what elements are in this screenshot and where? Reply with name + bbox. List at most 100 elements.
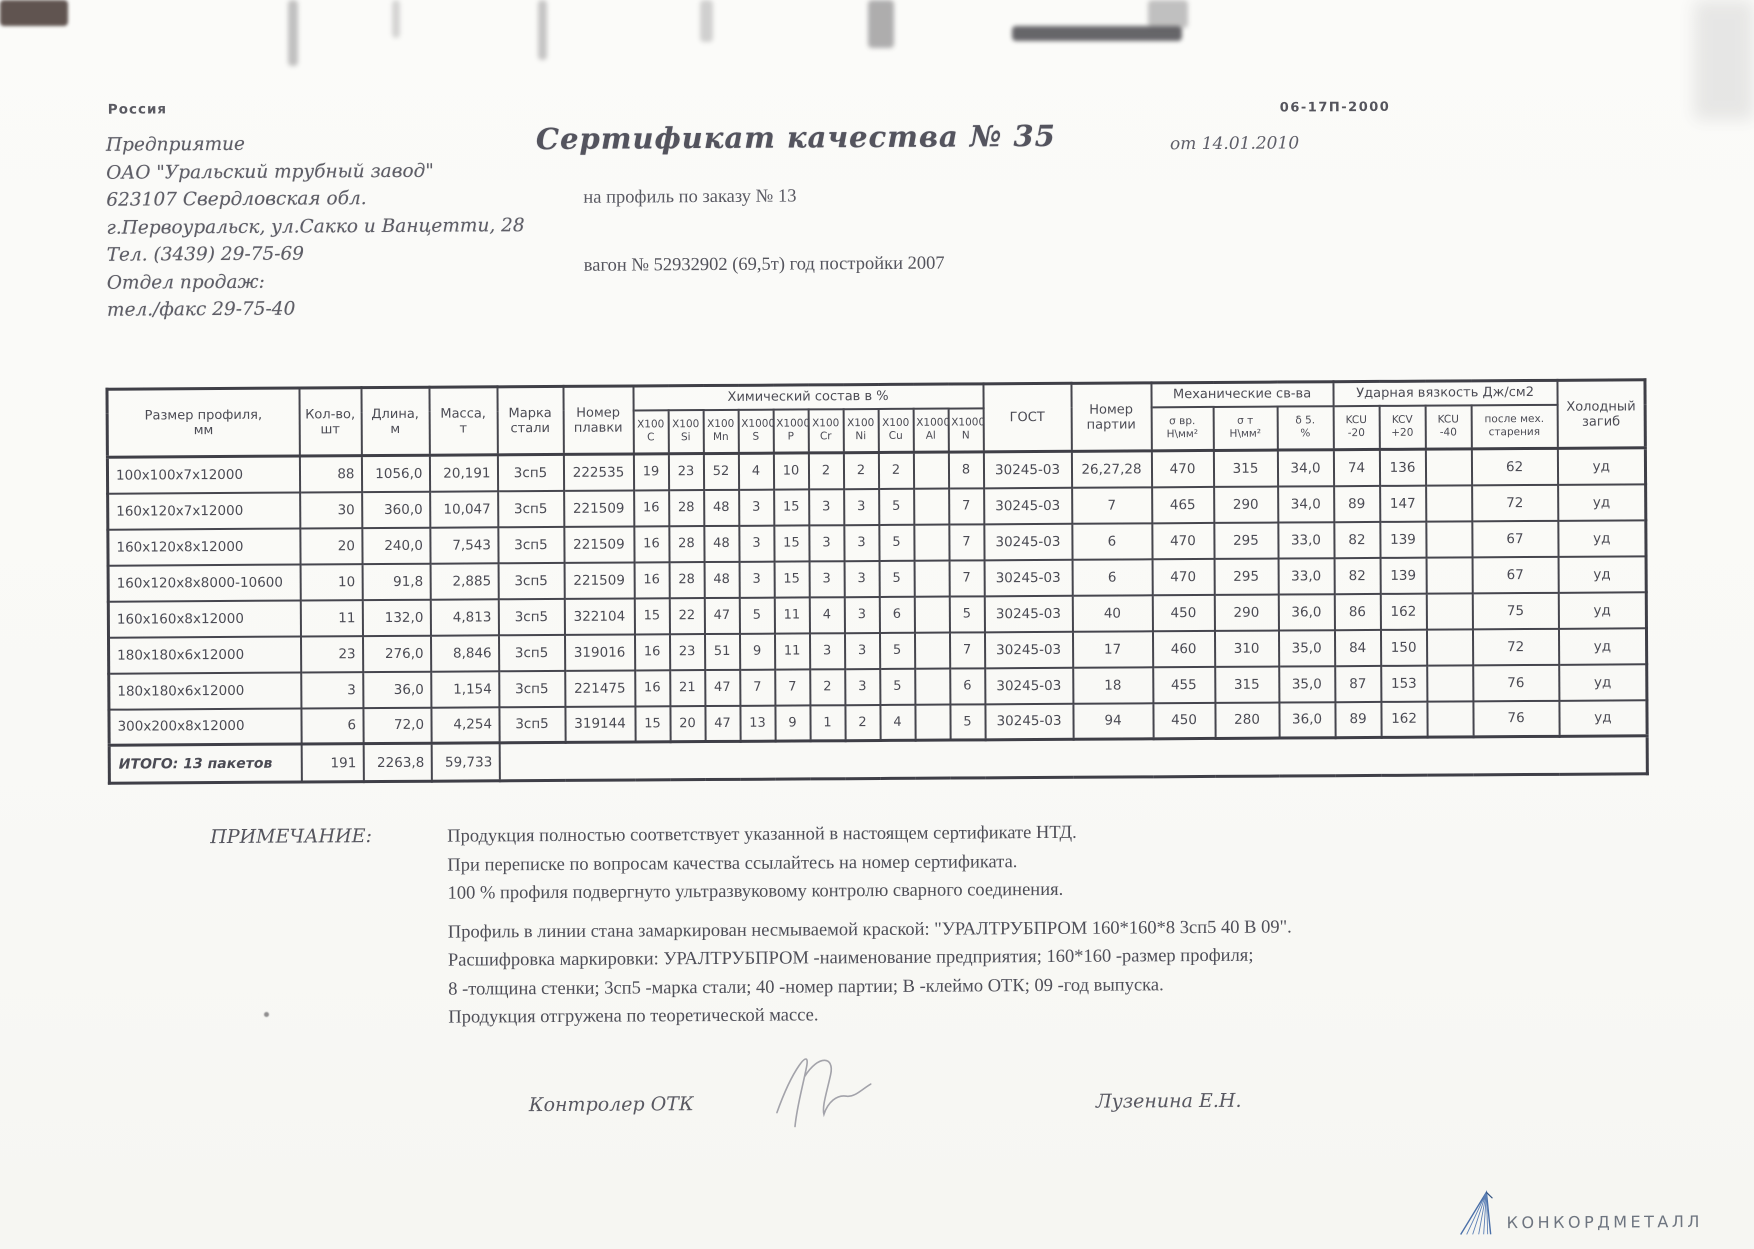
table-cell: 3сп5 (498, 670, 565, 707)
table-cell: 35,0 (1278, 665, 1335, 703)
col-header-grade: Марка стали (496, 386, 564, 455)
table-cell: 23 (300, 635, 363, 673)
letterhead-line: 623107 Свердловская обл. (106, 188, 367, 211)
table-cell: 75 (1472, 592, 1559, 629)
mech-subheader: σ т Н\мм² (1213, 406, 1278, 451)
impact-subheader: KCU -40 (1425, 404, 1472, 450)
table-cell: 21 (669, 669, 705, 706)
table-cell: уд (1557, 483, 1646, 521)
table-cell: уд (1558, 591, 1647, 629)
table-cell (1426, 700, 1474, 738)
table-cell: 16 (634, 561, 670, 598)
col-header-mass: Масса, т (428, 386, 498, 456)
table-cell: 30245-03 (983, 451, 1072, 488)
table-cell (914, 632, 950, 669)
table-cell: 76 (1472, 700, 1560, 737)
table-cell: 47 (704, 597, 740, 634)
table-cell: уд (1557, 447, 1646, 485)
table-cell (913, 488, 949, 525)
table-cell: 28 (669, 561, 705, 598)
letterhead-line: Отдел продаж: (106, 271, 265, 294)
table-cell: 5 (878, 488, 914, 525)
table-cell: 221475 (564, 669, 635, 707)
group-header-chemical: Химический состав в % (632, 383, 984, 410)
table-cell: 295 (1213, 522, 1279, 559)
table-cell: 5 (879, 632, 915, 669)
table-cell: 91,8 (362, 563, 431, 600)
table-cell: 3сп5 (497, 454, 564, 491)
table-cell: 7 (949, 631, 985, 669)
table-cell: 28 (668, 489, 704, 526)
table-cell: 222535 (563, 453, 634, 491)
letterhead-line: Предприятие (105, 133, 246, 156)
table-cell: 18 (1072, 666, 1153, 704)
table-cell: 7 (774, 668, 810, 706)
table-header: Размер профиля, мм Кол-во, шт Длина, м М… (106, 379, 1646, 458)
table-cell: 16 (633, 525, 670, 562)
table-cell: 2 (808, 452, 844, 489)
table-cell: 450 (1152, 594, 1215, 631)
table-cell: 87 (1334, 665, 1381, 702)
group-header-impact: Ударная вязкость Дж/см2 (1333, 380, 1558, 406)
table-cell: 5 (949, 595, 985, 633)
chem-subheader: X1000 S (738, 409, 775, 454)
table-cell: 6 (879, 596, 915, 633)
table-cell: 3 (809, 632, 845, 669)
total-empty-cell (499, 735, 1648, 781)
note-line: 100 % профиля подвергнуто ультразвуковом… (447, 879, 1064, 904)
table-cell: 30245-03 (984, 703, 1074, 740)
table-cell (913, 524, 950, 561)
scan-artifact (1012, 26, 1182, 41)
col-header-batch: Номер партии (1070, 382, 1152, 452)
scan-artifact (868, 0, 894, 48)
table-cell: 6 (949, 667, 985, 705)
chem-subheader: X1000 P (773, 408, 810, 454)
table-cell: 33,0 (1278, 557, 1335, 595)
table-cell: 7 (949, 559, 985, 597)
table-cell: 153 (1380, 665, 1427, 702)
document-code: 06-17П-2000 (1279, 99, 1391, 116)
scan-artifact (392, 0, 400, 38)
scan-artifact (1694, 0, 1754, 120)
col-header-size: Размер профиля, мм (106, 388, 300, 458)
table-cell: 4 (879, 704, 916, 741)
table-cell: 82 (1333, 521, 1381, 558)
table-cell: 94 (1072, 702, 1154, 740)
table-cell: 3 (844, 632, 880, 669)
table-cell: 9 (739, 633, 775, 670)
table-cell: 72,0 (362, 707, 432, 744)
table-cell: 3сп5 (497, 526, 565, 563)
letterhead-block: Предприятие ОАО "Уральский трубный завод… (106, 129, 525, 324)
col-header-heat: Номер плавки (562, 385, 634, 455)
table-cell: 132,0 (362, 599, 431, 636)
table-cell: 51 (704, 633, 740, 670)
col-header-gost: ГОСТ (982, 383, 1072, 452)
table-cell: 48 (703, 489, 739, 526)
total-length: 2263,8 (363, 743, 432, 782)
table-cell: 74 (1333, 449, 1380, 486)
table-cell: 1 (809, 704, 846, 741)
table-cell: 20,191 (429, 454, 498, 492)
certificate-date: от 14.01.2010 (1169, 133, 1300, 155)
table-cell: 3сп5 (497, 490, 564, 527)
table-cell: 15 (634, 597, 670, 634)
table-cell: 160x120x7x12000 (107, 492, 300, 530)
table-cell: 8 (948, 451, 984, 489)
table-cell: уд (1558, 627, 1647, 665)
letterhead-line: Тел. (3439) 29-75-69 (106, 243, 305, 266)
table-cell: 319144 (564, 705, 636, 743)
table-cell: 465 (1151, 486, 1214, 523)
table-cell: 3сп5 (498, 598, 565, 635)
order-subtitle: на профиль по заказу № 13 (583, 186, 797, 208)
table-cell: 34,0 (1277, 485, 1334, 523)
table-cell: 470 (1151, 450, 1214, 487)
signature-icon (758, 1040, 909, 1135)
scan-artifact (264, 1012, 269, 1017)
table-cell (1425, 520, 1473, 558)
table-cell: 3 (300, 671, 363, 709)
table-cell: 13 (739, 705, 776, 742)
note-line: Продукция отгружена по теоретической мас… (448, 1005, 819, 1028)
table-cell: 30245-03 (984, 631, 1073, 668)
table-cell: 3 (843, 488, 879, 525)
